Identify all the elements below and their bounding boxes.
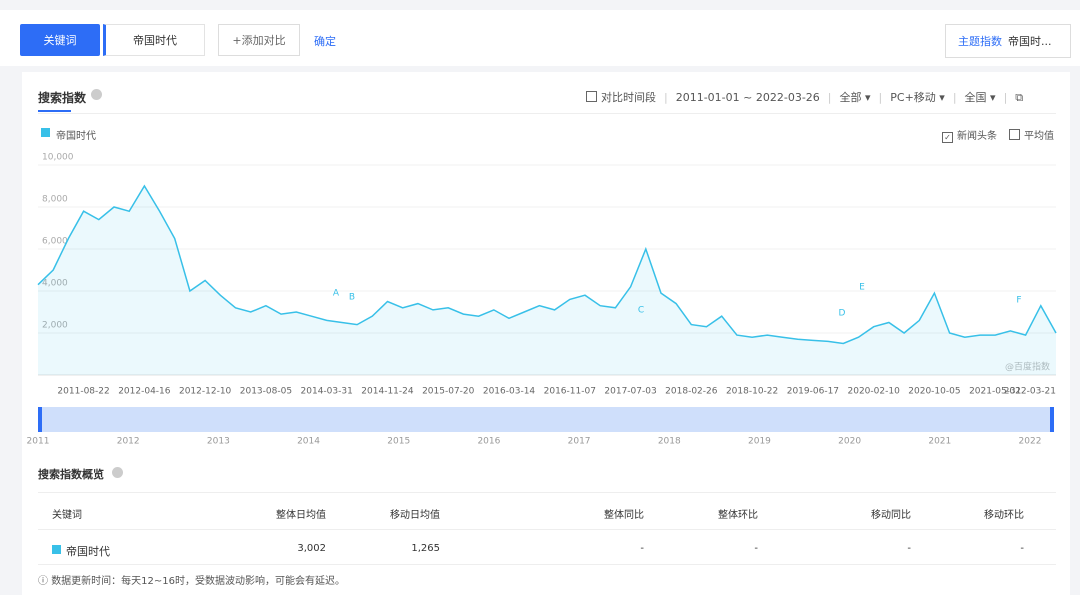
line (37, 184, 1057, 345)
x-tick-label: 2022-03-21 (1004, 387, 1056, 397)
table-cell: 1,265 (411, 543, 440, 554)
navigator-year: 2018 (658, 437, 681, 447)
topic-value: 帝国时... (1008, 35, 1052, 48)
x-tick-label: 2014-11-24 (361, 387, 414, 397)
filter[interactable]: 全国 (964, 91, 987, 104)
x-tick-label: 2012-04-16 (118, 387, 171, 397)
keyword-input[interactable]: 帝国时代 (103, 24, 205, 56)
export-icon[interactable]: ⧉ (1015, 91, 1024, 104)
overview-title: 搜索指数概览 (38, 468, 104, 481)
table-cell: - (1020, 543, 1024, 554)
annotation: B (349, 293, 355, 303)
y-tick-label: 6,000 (42, 237, 68, 247)
table-header: 整体环比 (718, 510, 758, 521)
x-tick-label: 2015-07-20 (422, 387, 475, 397)
navigator-range[interactable] (38, 407, 1054, 432)
navigator-year: 2014 (297, 437, 320, 447)
x-tick-label: 2021-05-31 (969, 387, 1021, 397)
table-cell: - (907, 543, 911, 554)
navigator-year: 2011 (27, 437, 50, 447)
navigator-year: 2021 (928, 437, 951, 447)
navigator-handle[interactable] (1050, 407, 1054, 432)
navigator-year: 2020 (838, 437, 861, 447)
news-label[interactable]: 新闻头条 (957, 131, 997, 142)
watermark: @百度指数 (1005, 361, 1050, 373)
topic-box[interactable]: 主题指数 帝国时... (945, 24, 1071, 58)
filter[interactable]: 全部 (839, 91, 862, 104)
x-tick-label: 2014-03-31 (301, 387, 353, 397)
row-swatch (52, 545, 61, 554)
average-label[interactable]: 平均值 (1024, 131, 1054, 142)
annotation: F (1016, 296, 1021, 306)
x-tick-label: 2019-06-17 (787, 387, 839, 397)
area (38, 186, 1056, 375)
annotation: C (638, 306, 644, 316)
filter-bar: 对比时间段 | 2011-01-01 ~ 2022-03-26 | 全部 ▾ | PC+移动… (586, 89, 1023, 105)
help-icon[interactable] (91, 89, 102, 100)
y-tick-label: 2,000 (42, 321, 68, 331)
x-tick-label: 2013-08-05 (240, 387, 292, 397)
legend-swatch (41, 128, 50, 137)
compare-label[interactable]: 对比时间段 (601, 91, 656, 104)
navigator-handle[interactable] (38, 407, 42, 432)
topic-label: 主题指数 (958, 35, 1002, 48)
y-tick-label: 8,000 (42, 195, 68, 205)
date-range[interactable]: 2011-01-01 ~ 2022-03-26 (675, 91, 820, 104)
navigator-year: 2013 (207, 437, 230, 447)
chart-options: ✓ 新闻头条 平均值 (942, 127, 1054, 143)
footnote: 数据更新时间：每天12~16时，受数据波动影响，可能会有延迟。 (51, 576, 346, 587)
y-tick-label: 4,000 (42, 279, 68, 289)
info-icon: ⓘ (38, 576, 52, 587)
checkbox[interactable]: ✓ (942, 132, 953, 143)
table-cell: - (754, 543, 758, 554)
checkbox[interactable] (1009, 129, 1020, 140)
legend-label[interactable]: 帝国时代 (56, 131, 96, 142)
navigator-year: 2019 (748, 437, 771, 447)
panel-title: 搜索指数 (38, 91, 87, 105)
annotation: E (859, 283, 865, 293)
table-cell: - (640, 543, 644, 554)
x-tick-label: 2020-10-05 (908, 387, 960, 397)
filter[interactable]: PC+移动 (890, 91, 936, 104)
annotation: A (333, 289, 340, 299)
navigator-year: 2016 (477, 437, 500, 447)
x-tick-label: 2012-12-10 (179, 387, 232, 397)
divider (38, 564, 1056, 565)
help-icon[interactable] (112, 467, 123, 478)
table-header: 关键词 (52, 510, 82, 521)
x-tick-label: 2018-02-26 (665, 387, 718, 397)
navigator-year: 2012 (117, 437, 140, 447)
keyword-tab[interactable]: 关键词 (20, 24, 100, 56)
x-tick-label: 2020-02-10 (848, 387, 901, 397)
x-tick-label: 2016-11-07 (544, 387, 596, 397)
footnote-row: ⓘ 数据更新时间：每天12~16时，受数据波动影响，可能会有延迟。 (38, 572, 345, 587)
table-header: 移动同比 (871, 510, 911, 521)
table-header: 整体日均值 (276, 510, 326, 521)
x-tick-label: 2011-08-22 (57, 387, 109, 397)
divider (38, 113, 1056, 114)
navigator-year: 2015 (387, 437, 410, 447)
table-cell: 帝国时代 (66, 545, 110, 558)
divider (38, 492, 1056, 493)
divider (38, 529, 1056, 530)
x-tick-label: 2016-03-14 (483, 387, 536, 397)
toolbar (0, 10, 1080, 66)
table-header: 移动环比 (984, 510, 1024, 521)
table-header: 移动日均值 (390, 510, 440, 521)
x-tick-label: 2017-07-03 (604, 387, 656, 397)
tab-underline (38, 110, 71, 112)
table-cell: 3,002 (297, 543, 326, 554)
checkbox[interactable] (586, 91, 597, 102)
annotation: D (839, 309, 846, 319)
add-compare[interactable]: +添加对比 (218, 24, 300, 56)
x-tick-label: 2018-10-22 (726, 387, 778, 397)
table-header: 整体同比 (604, 510, 644, 521)
confirm[interactable]: 确定 (314, 35, 336, 48)
y-tick-label: 10,000 (42, 153, 74, 163)
navigator-year: 2017 (568, 437, 591, 447)
navigator-year: 2022 (1019, 437, 1042, 447)
